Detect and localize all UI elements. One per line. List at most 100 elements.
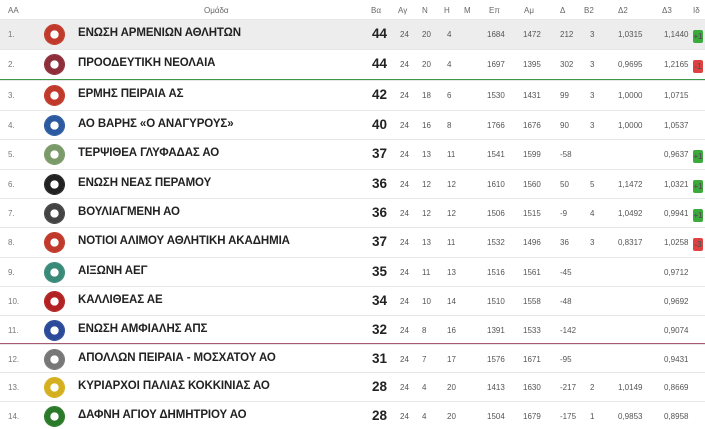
table-row[interactable]: 8. ΝΟΤΙΟΙ ΑΛΙΜΟΥ ΑΘΛΗΤΙΚΗ ΑΚΑΔΗΜΙΑ 37 24 13 1…: [0, 227, 705, 257]
cell-played: 24: [400, 326, 409, 335]
cell-points: 44: [372, 56, 388, 71]
cell-d2: 1,0315: [618, 30, 643, 39]
table-row[interactable]: 12. ΑΠΟΛΛΩΝ ΠΕΙΡΑΙΑ - ΜΟΣΧΑΤΟΥ ΑΟ 31 24 7 17 1…: [0, 344, 705, 372]
table-row[interactable]: 2. ΠΡΟΟΔΕΥΤΙΚΗ ΝΕΟΛΑΙΑ 44 24 20 4 1697 1395 302 3…: [0, 49, 705, 80]
cell-points: 37: [372, 146, 388, 161]
cell-diff: -142: [560, 326, 577, 335]
header-goals-for[interactable]: Επ: [489, 6, 500, 15]
apollon-logo[interactable]: [44, 349, 65, 370]
cell-diff: 212: [560, 30, 574, 39]
team-name-link[interactable]: ΕΝΩΣΗ ΑΡΜΕΝΙΩΝ ΑΘΛΗΤΩΝ: [78, 27, 241, 39]
header-team[interactable]: Ομάδα: [204, 6, 229, 15]
team-name-link[interactable]: ΒΟΥΛΙΑΓΜΕΝΗ ΑΟ: [78, 206, 180, 218]
table-row[interactable]: 11. ΕΝΩΣΗ ΑΜΦΙΑΛΗΣ ΑΠΣ 32 24 8 16 1391 1533 -142…: [0, 315, 705, 344]
team-name-link[interactable]: ΠΡΟΟΔΕΥΤΙΚΗ ΝΕΟΛΑΙΑ: [78, 57, 216, 69]
vouliagmeni-logo[interactable]: [44, 203, 65, 224]
team-name-link[interactable]: ΚΑΛΛΙΘΕΑΣ ΑΕ: [78, 294, 163, 306]
header-points[interactable]: Βα: [371, 6, 381, 15]
cell-points: 37: [372, 234, 388, 249]
cell-points: 31: [372, 351, 388, 366]
table-row[interactable]: 4. ΑΟ ΒΑΡΗΣ «Ο ΑΝΑΓΥΡΟΥΣ» 40 24 16 8 1766 1676 9…: [0, 110, 705, 139]
cell-goals-against: 1515: [523, 209, 541, 218]
cell-diff: -9: [560, 209, 568, 218]
cell-rank: 5.: [8, 150, 15, 159]
header-goals-against[interactable]: Αμ: [524, 6, 534, 15]
header-diff[interactable]: Δ: [560, 6, 566, 15]
cell-d3: 1,0258: [664, 238, 689, 247]
proodeftiki-logo[interactable]: [44, 54, 65, 75]
cell-played: 24: [400, 238, 409, 247]
cell-rank: 10.: [8, 297, 20, 306]
table-row[interactable]: 7. ΒΟΥΛΙΑΓΜΕΝΗ ΑΟ 36 24 12 12 1506 1515 -9 4 1,049…: [0, 198, 705, 227]
team-name-link[interactable]: ΑΟ ΒΑΡΗΣ «Ο ΑΝΑΓΥΡΟΥΣ»: [78, 118, 234, 130]
cell-rank: 7.: [8, 209, 15, 218]
table-row[interactable]: 10. ΚΑΛΛΙΘΕΑΣ ΑΕ 34 24 10 14 1510 1558 -48 0,9692: [0, 286, 705, 315]
s-logo[interactable]: [44, 232, 65, 253]
amfiali-logo[interactable]: [44, 320, 65, 341]
aixoni-logo[interactable]: [44, 262, 65, 283]
table-row[interactable]: 3. ΕΡΜΗΣ ΠΕΙΡΑΙΑ ΑΣ 42 24 18 6 1530 1431 99 3 1,00…: [0, 80, 705, 110]
cell-losses: 4: [447, 30, 452, 39]
cell-d3: 1,0537: [664, 121, 689, 130]
team-name-link[interactable]: ΕΡΜΗΣ ΠΕΙΡΑΙΑ ΑΣ: [78, 88, 184, 100]
cell-goals-against: 1472: [523, 30, 541, 39]
team-name-link[interactable]: ΝΟΤΙΟΙ ΑΛΙΜΟΥ ΑΘΛΗΤΙΚΗ ΑΚΑΔΗΜΙΑ: [78, 235, 290, 247]
cell-played: 24: [400, 268, 409, 277]
cell-d3: 1,2165: [664, 60, 689, 69]
cell-points: 34: [372, 293, 388, 308]
cell-diff: -95: [560, 355, 572, 364]
table-row[interactable]: 5. ΤΕΡΨΙΘΕΑ ΓΛΥΦΑΔΑΣ ΑΟ 37 24 13 11 1541 1599 -5…: [0, 139, 705, 169]
cell-goals-for: 1504: [487, 412, 505, 421]
kallithea-logo[interactable]: [44, 291, 65, 312]
cell-goals-for: 1610: [487, 180, 505, 189]
header-rank[interactable]: ΑΑ: [8, 6, 19, 15]
table-row[interactable]: 1. ΕΝΩΣΗ ΑΡΜΕΝΙΩΝ ΑΘΛΗΤΩΝ 44 24 20 4 1684 1472 2…: [0, 19, 705, 49]
cell-b2: 1: [590, 412, 595, 421]
ermis-logo[interactable]: [44, 85, 65, 106]
table-row[interactable]: 14. ΔΑΦΝΗ ΑΓΙΟΥ ΔΗΜΗΤΡΙΟΥ ΑΟ 28 24 4 20 1504 16…: [0, 401, 705, 429]
team-name-link[interactable]: ΑΙΞΩΝΗ ΑΕΓ: [78, 265, 148, 277]
cell-diff: -45: [560, 268, 572, 277]
header-d2[interactable]: Δ2: [618, 6, 628, 15]
header-wins[interactable]: Ν: [422, 6, 428, 15]
cell-rank: 13.: [8, 383, 20, 392]
team-name-link[interactable]: ΚΥΡΙΑΡΧΟΙ ΠΑΛΙΑΣ ΚΟΚΚΙΝΙΑΣ ΑΟ: [78, 380, 270, 392]
header-played[interactable]: Αγ: [398, 6, 408, 15]
kyriarxoi-logo[interactable]: [44, 377, 65, 398]
terpsithea-logo[interactable]: [44, 144, 65, 165]
cell-diff: 90: [560, 121, 569, 130]
dafni-logo[interactable]: [44, 406, 65, 427]
team-name-link[interactable]: ΤΕΡΨΙΘΕΑ ΓΛΥΦΑΔΑΣ ΑΟ: [78, 147, 220, 159]
header-last[interactable]: Ιδ: [693, 6, 700, 15]
header-losses[interactable]: Η: [444, 6, 450, 15]
armenian-club-logo[interactable]: [44, 24, 65, 45]
cell-played: 24: [400, 297, 409, 306]
team-name-link[interactable]: ΕΝΩΣΗ ΝΕΑΣ ΠΕΡΑΜΟΥ: [78, 177, 212, 189]
cell-b2: 3: [590, 30, 595, 39]
team-name-link[interactable]: ΑΠΟΛΛΩΝ ΠΕΙΡΑΙΑ - ΜΟΣΧΑΤΟΥ ΑΟ: [78, 352, 276, 364]
cell-points: 36: [372, 176, 388, 191]
table-row[interactable]: 6. ΕΝΩΣΗ ΝΕΑΣ ΠΕΡΑΜΟΥ 36 24 12 12 1610 1560 50 5 1…: [0, 169, 705, 198]
cell-points: 32: [372, 322, 388, 337]
team-name-link[interactable]: ΕΝΩΣΗ ΑΜΦΙΑΛΗΣ ΑΠΣ: [78, 323, 208, 335]
cell-points: 44: [372, 26, 388, 41]
cell-goals-for: 1530: [487, 91, 505, 100]
cell-d2: 0,9853: [618, 412, 643, 421]
team-name-link[interactable]: ΔΑΦΝΗ ΑΓΙΟΥ ΔΗΜΗΤΡΙΟΥ ΑΟ: [78, 409, 247, 421]
header-m[interactable]: Μ: [464, 6, 471, 15]
cell-rank: 2.: [8, 60, 15, 69]
eagle-logo[interactable]: [44, 174, 65, 195]
table-row[interactable]: 13. ΚΥΡΙΑΡΧΟΙ ΠΑΛΙΑΣ ΚΟΚΚΙΝΙΑΣ ΑΟ 28 24 4 20 1…: [0, 372, 705, 401]
header-b2[interactable]: Β2: [584, 6, 594, 15]
cell-rank: 1.: [8, 30, 15, 39]
table-row[interactable]: 9. ΑΙΞΩΝΗ ΑΕΓ 35 24 11 13 1516 1561 -45 0,9712: [0, 257, 705, 286]
cell-goals-against: 1561: [523, 268, 541, 277]
cell-goals-against: 1558: [523, 297, 541, 306]
anagyrous-logo[interactable]: [44, 115, 65, 136]
header-d3[interactable]: Δ3: [662, 6, 672, 15]
cell-losses: 11: [447, 150, 456, 159]
cell-d3: 0,8669: [664, 383, 689, 392]
cell-goals-for: 1510: [487, 297, 505, 306]
cell-rank: 6.: [8, 180, 15, 189]
cell-played: 24: [400, 30, 409, 39]
